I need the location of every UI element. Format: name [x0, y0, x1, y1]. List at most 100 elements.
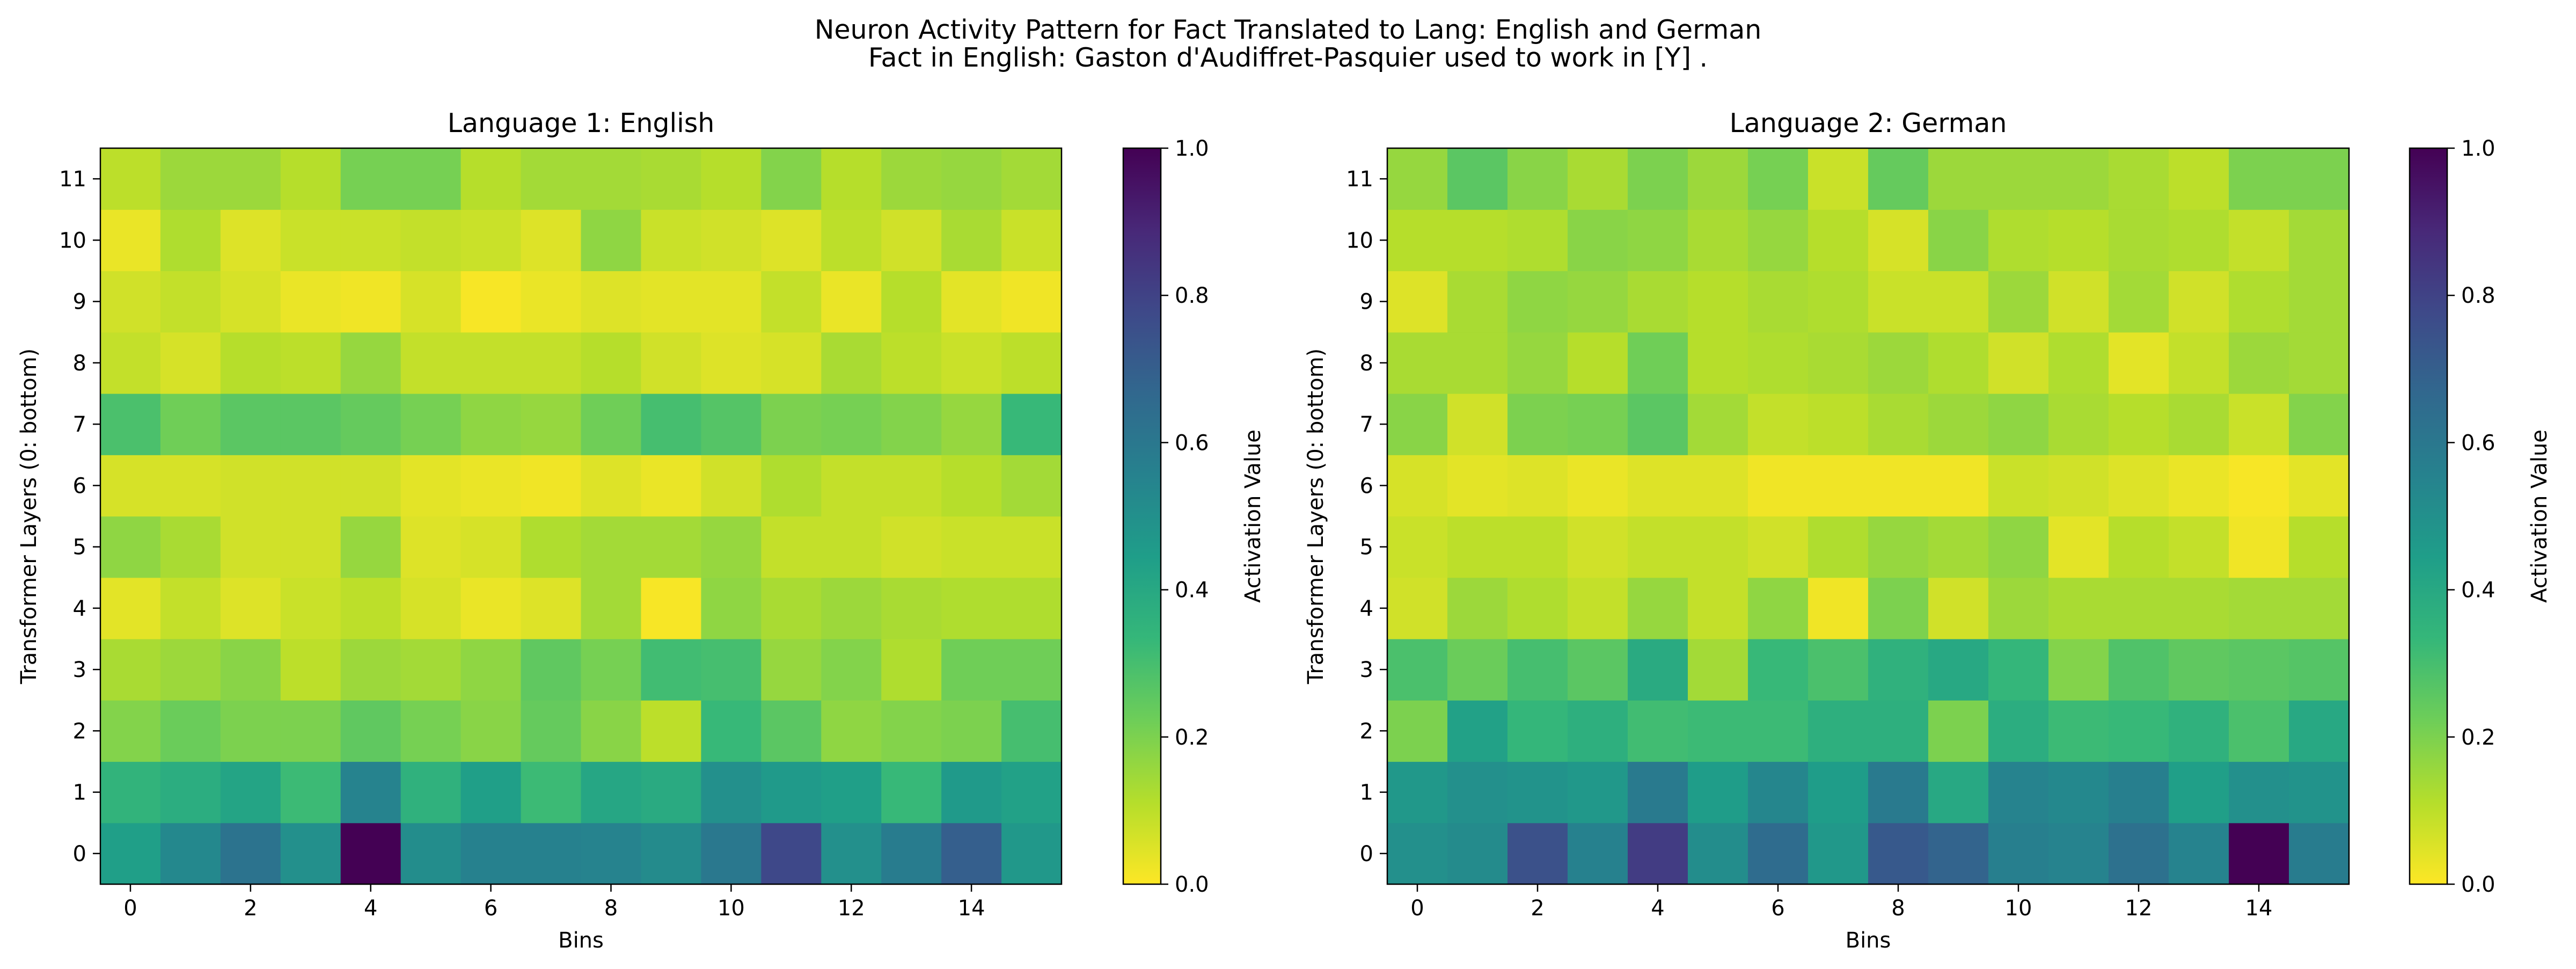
- heatmap-cell: [460, 577, 522, 639]
- heatmap-cell: [100, 700, 161, 762]
- heatmap-cell: [2169, 455, 2229, 517]
- heatmap-cell: [1628, 577, 1688, 639]
- heatmap-cell: [1748, 822, 1809, 885]
- heatmap-cell: [821, 271, 882, 333]
- heatmap-cell: [1387, 455, 1448, 517]
- heatmap-cell: [1387, 209, 1448, 272]
- heatmap-cell: [1568, 455, 1628, 517]
- x-tick-label: 12: [2125, 896, 2153, 921]
- heatmap-cell: [2048, 761, 2109, 824]
- heatmap-cell: [761, 332, 822, 394]
- x-tick-label: 10: [2005, 896, 2032, 921]
- heatmap-cell: [941, 394, 1002, 455]
- heatmap-cell: [521, 761, 582, 824]
- heatmap-cell: [1568, 148, 1628, 210]
- heatmap-cell: [220, 148, 281, 210]
- heatmap-cell: [340, 148, 401, 210]
- x-tick-label: 14: [958, 896, 985, 921]
- heatmap-cell: [1808, 332, 1869, 394]
- x-tick-label: 8: [1891, 896, 1905, 921]
- y-tick-label: 7: [1360, 412, 1373, 437]
- heatmap-cell: [2289, 639, 2350, 701]
- heatmap-cell: [2229, 455, 2289, 517]
- heatmap-cell: [1568, 271, 1628, 333]
- heatmap-cell: [881, 516, 942, 578]
- heatmap-cell: [1568, 822, 1628, 885]
- heatmap-cell: [881, 271, 942, 333]
- heatmap-cell: [1928, 394, 1989, 455]
- chart-title: Neuron Activity Pattern for Fact Transla…: [815, 14, 1762, 45]
- heatmap-cell: [1928, 700, 1989, 762]
- panel-title: Language 2: German: [1730, 108, 2007, 139]
- heatmap-cell: [1387, 516, 1448, 578]
- heatmap-cell: [1988, 822, 2049, 885]
- x-tick-label: 0: [1410, 896, 1424, 921]
- heatmap-cell: [881, 700, 942, 762]
- heatmap-cell: [1748, 761, 1809, 824]
- heatmap-cell: [1988, 700, 2049, 762]
- heatmap-cell: [641, 209, 701, 272]
- heatmap-cell: [460, 516, 522, 578]
- heatmap-cell: [1387, 639, 1448, 701]
- heatmap-cell: [2109, 639, 2169, 701]
- heatmap-cell: [1928, 639, 1989, 701]
- x-tick-label: 4: [364, 896, 377, 921]
- heatmap-cell: [400, 332, 462, 394]
- heatmap-cell: [641, 148, 701, 210]
- colorbar-tick-label: 0.4: [1175, 578, 1209, 603]
- heatmap-cell: [100, 394, 161, 455]
- heatmap-cell: [160, 271, 221, 333]
- panel-title: Language 1: English: [448, 108, 715, 139]
- heatmap-cell: [100, 332, 161, 394]
- heatmap-cell: [881, 761, 942, 824]
- heatmap-cell: [641, 700, 701, 762]
- heatmap-cell: [1387, 332, 1448, 394]
- colorbar: [2409, 147, 2448, 885]
- heatmap-cell: [2229, 822, 2289, 885]
- heatmap-cell: [160, 516, 221, 578]
- heatmap-cell: [100, 209, 161, 272]
- heatmap-cell: [280, 639, 341, 701]
- heatmap-cell: [1688, 332, 1748, 394]
- heatmap-cell: [1688, 394, 1748, 455]
- heatmap-cell: [1001, 761, 1062, 824]
- heatmap-cell: [1748, 577, 1809, 639]
- heatmap-cell: [761, 148, 822, 210]
- y-tick-label: 1: [73, 781, 86, 805]
- heatmap-cell: [1387, 271, 1448, 333]
- heatmap-cell: [1001, 455, 1062, 517]
- heatmap-cell: [100, 761, 161, 824]
- heatmap-cell: [1868, 639, 1929, 701]
- heatmap-cell: [160, 639, 221, 701]
- heatmap-cell: [400, 761, 462, 824]
- heatmap-cell: [2048, 394, 2109, 455]
- heatmap-cell: [761, 639, 822, 701]
- heatmap-cell: [220, 394, 281, 455]
- heatmap-cell: [1988, 577, 2049, 639]
- heatmap-cell: [2289, 332, 2350, 394]
- heatmap-cell: [1568, 700, 1628, 762]
- heatmap-cell: [581, 332, 642, 394]
- heatmap-cell: [2169, 577, 2229, 639]
- y-tick-label: 6: [1360, 473, 1373, 498]
- heatmap-cell: [1507, 332, 1568, 394]
- heatmap-cell: [581, 455, 642, 517]
- heatmap-cell: [881, 639, 942, 701]
- heatmap-cell: [941, 577, 1002, 639]
- heatmap-cell: [1688, 700, 1748, 762]
- heatmap-cell: [1628, 148, 1688, 210]
- heatmap-cell: [1387, 577, 1448, 639]
- heatmap-cell: [2229, 516, 2289, 578]
- heatmap-cell: [581, 577, 642, 639]
- heatmap-cell: [1928, 332, 1989, 394]
- heatmap-cell: [220, 577, 281, 639]
- heatmap-cell: [701, 332, 762, 394]
- heatmap-cell: [1808, 394, 1869, 455]
- x-tick-label: 10: [718, 896, 745, 921]
- heatmap-cell: [400, 455, 462, 517]
- heatmap-cell: [941, 761, 1002, 824]
- heatmap-cell: [1808, 822, 1869, 885]
- heatmap-cell: [340, 639, 401, 701]
- heatmap-cell: [2289, 394, 2350, 455]
